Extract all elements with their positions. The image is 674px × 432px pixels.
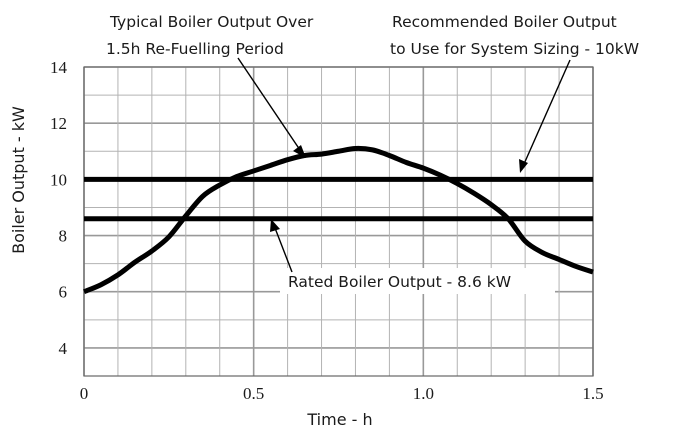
- annotation-recommended-line1: Recommended Boiler Output: [392, 13, 617, 31]
- annotation-typical-line2: 1.5h Re-Fuelling Period: [106, 40, 284, 58]
- y-tick-label: 10: [50, 170, 67, 189]
- grid-lines: [83, 66, 594, 377]
- arrow-recommended: [523, 59, 571, 165]
- arrow-rated: [274, 227, 293, 273]
- x-tick-label: 0: [80, 384, 89, 403]
- annotation-bg-recommended: [388, 36, 638, 62]
- arrow-typical: [237, 57, 301, 151]
- plot-frame: [83, 66, 594, 377]
- arrow-recommended-head: [519, 159, 528, 173]
- annotation-bg-rated: [280, 268, 555, 294]
- x-axis-label: Time - h: [306, 410, 372, 429]
- y-tick-label: 14: [50, 58, 68, 77]
- x-tick-label: 1.5: [582, 384, 603, 403]
- series-group: [83, 145, 594, 295]
- x-tick-label: 1.0: [413, 384, 434, 403]
- annotation-rated: Rated Boiler Output - 8.6 kW: [288, 273, 511, 291]
- annotation-typical-line1: Typical Boiler Output Over: [109, 13, 314, 31]
- y-tick-label: 8: [59, 227, 68, 246]
- annotation-bg-typical: [106, 36, 316, 62]
- x-tick-label: 0.5: [243, 384, 264, 403]
- y-axis-label: Boiler Output - kW: [9, 106, 28, 254]
- annotation-recommended-line2: to Use for System Sizing - 10kW: [390, 40, 639, 58]
- y-tick-label: 12: [50, 114, 67, 133]
- y-tick-label: 4: [59, 339, 68, 358]
- y-tick-label: 6: [59, 283, 68, 302]
- arrow-rated-head: [270, 219, 280, 232]
- x-tick-labels: 0 0.5 1.0 1.5: [80, 384, 604, 403]
- y-tick-labels: 4 6 8 10 12 14: [50, 58, 68, 358]
- arrow-typical-head: [293, 145, 306, 158]
